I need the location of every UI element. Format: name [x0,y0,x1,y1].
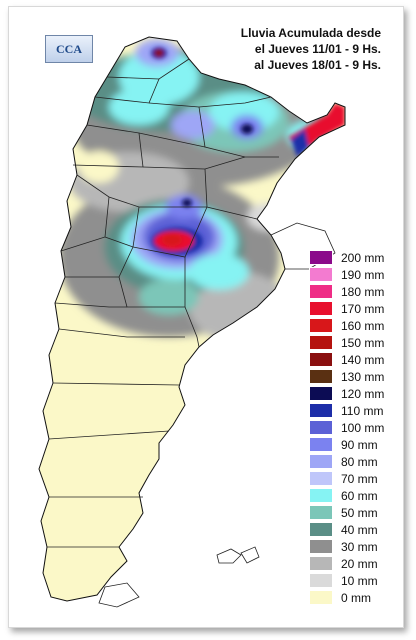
legend-swatch [309,505,333,520]
legend-swatch [309,556,333,571]
legend-label: 10 mm [341,573,378,588]
legend-item: 90 mm [309,436,384,453]
legend-item: 110 mm [309,402,384,419]
rainfall-contours [59,39,345,342]
title-line-1: Lluvia Acumulada desde [240,26,381,40]
legend-swatch [309,318,333,333]
legend-item: 130 mm [309,368,384,385]
legend-label: 140 mm [341,352,385,367]
legend-label: 20 mm [341,556,378,571]
legend-item: 80 mm [309,453,384,470]
legend-swatch [309,590,333,605]
map-frame: CCA Lluvia Acumulada desde el Jueves 11/… [8,6,404,628]
legend-item: 140 mm [309,351,384,368]
legend-item: 50 mm [309,504,384,521]
legend-label: 200 mm [341,250,385,265]
legend-swatch [309,471,333,486]
map-title: Lluvia Acumulada desde el Jueves 11/01 -… [241,25,381,73]
legend-swatch [309,250,333,265]
legend-label: 40 mm [341,522,378,537]
uruguay-outline [270,222,336,270]
legend-swatch [309,488,333,503]
logo-text: CCA [56,41,82,56]
legend-item: 100 mm [309,419,384,436]
legend-item: 10 mm [309,572,384,589]
legend-label: 170 mm [341,301,385,316]
legend-swatch [309,267,333,282]
legend-swatch [309,335,333,350]
legend-label: 60 mm [341,488,378,503]
legend-item: 150 mm [309,334,384,351]
legend-swatch [309,437,333,452]
legend-swatch [309,403,333,418]
legend-swatch [309,301,333,316]
legend-item: 160 mm [309,317,384,334]
rainfall-legend: 200 mm 190 mm 180 mm 170 mm 160 mm 150 mm 140 … [309,249,384,606]
legend-label: 50 mm [341,505,378,520]
legend-item: 200 mm [309,249,384,266]
legend-label: 190 mm [341,267,385,282]
province-boundaries [47,58,279,548]
legend-label: 180 mm [341,284,385,299]
legend-swatch [309,522,333,537]
legend-item: 120 mm [309,385,384,402]
legend-item: 20 mm [309,555,384,572]
legend-item: 190 mm [309,266,384,283]
legend-label: 150 mm [341,335,385,350]
legend-label: 110 mm [341,403,384,418]
legend-item: 60 mm [309,487,384,504]
legend-item: 180 mm [309,283,384,300]
legend-item: 40 mm [309,521,384,538]
legend-swatch [309,386,333,401]
legend-swatch [309,420,333,435]
tierra-del-fuego [98,582,140,608]
legend-swatch [309,454,333,469]
legend-item: 30 mm [309,538,384,555]
legend-item: 70 mm [309,470,384,487]
legend-item: 170 mm [309,300,384,317]
legend-label: 160 mm [341,318,385,333]
rainfall-map [38,36,346,608]
legend-swatch [309,284,333,299]
country-outline [38,36,346,602]
legend-swatch [309,539,333,554]
title-line-3: al Jueves 18/01 - 9 Hs. [254,58,381,72]
falkland-islands [216,546,260,564]
legend-label: 100 mm [341,420,385,435]
legend-swatch [309,352,333,367]
legend-swatch [309,573,333,588]
legend-label: 90 mm [341,437,378,452]
legend-label: 0 mm [341,590,371,605]
legend-label: 80 mm [341,454,378,469]
title-line-2: el Jueves 11/01 - 9 Hs. [254,42,381,56]
legend-label: 120 mm [341,386,385,401]
legend-label: 30 mm [341,539,378,554]
legend-label: 130 mm [341,369,385,384]
cca-logo: CCA [45,35,93,63]
legend-swatch [309,369,333,384]
legend-item: 0 mm [309,589,384,606]
legend-label: 70 mm [341,471,378,486]
